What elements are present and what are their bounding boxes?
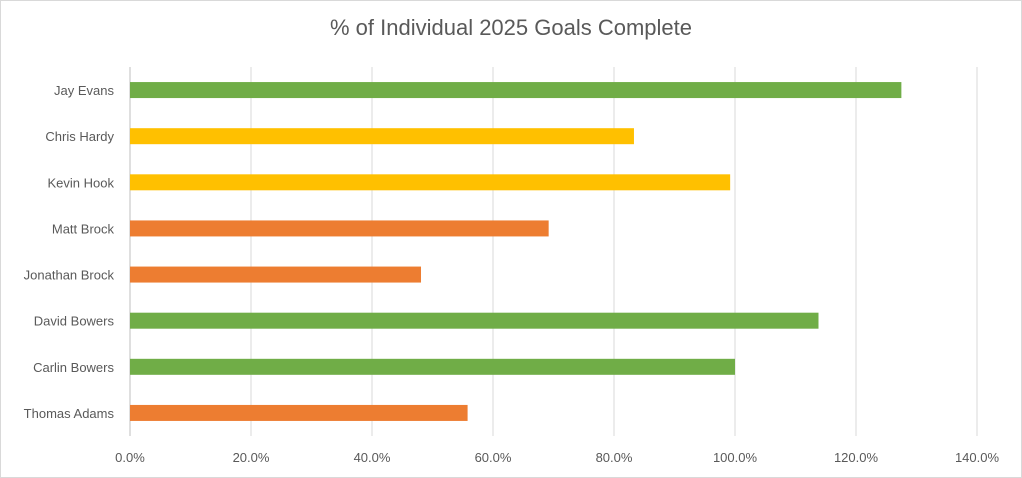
x-tick-label: 140.0% [955, 450, 1000, 465]
x-tick-label: 40.0% [354, 450, 391, 465]
x-tick-label: 60.0% [475, 450, 512, 465]
bar-kevin-hook [130, 174, 731, 191]
x-tick-label: 120.0% [834, 450, 879, 465]
y-category-label: Kevin Hook [48, 175, 115, 190]
x-tick-label: 0.0% [115, 450, 145, 465]
bar-chris-hardy [130, 128, 634, 145]
x-tick-label: 20.0% [233, 450, 270, 465]
y-category-label: Thomas Adams [24, 406, 115, 421]
bar-jay-evans [130, 82, 902, 99]
bar-carlin-bowers [130, 358, 735, 375]
bar-matt-brock [130, 220, 549, 237]
x-tick-label: 80.0% [596, 450, 633, 465]
y-category-label: Carlin Bowers [33, 360, 114, 375]
chart-title: % of Individual 2025 Goals Complete [330, 15, 692, 40]
bar-jonathan-brock [130, 266, 422, 283]
y-category-label: Jonathan Brock [24, 268, 115, 283]
x-tick-label: 100.0% [713, 450, 758, 465]
y-category-label: Matt Brock [52, 221, 115, 236]
y-category-label: Chris Hardy [45, 129, 114, 144]
bar-thomas-adams [130, 404, 468, 421]
y-category-label: Jay Evans [54, 83, 114, 98]
y-category-label: David Bowers [34, 314, 115, 329]
bar-david-bowers [130, 312, 819, 329]
